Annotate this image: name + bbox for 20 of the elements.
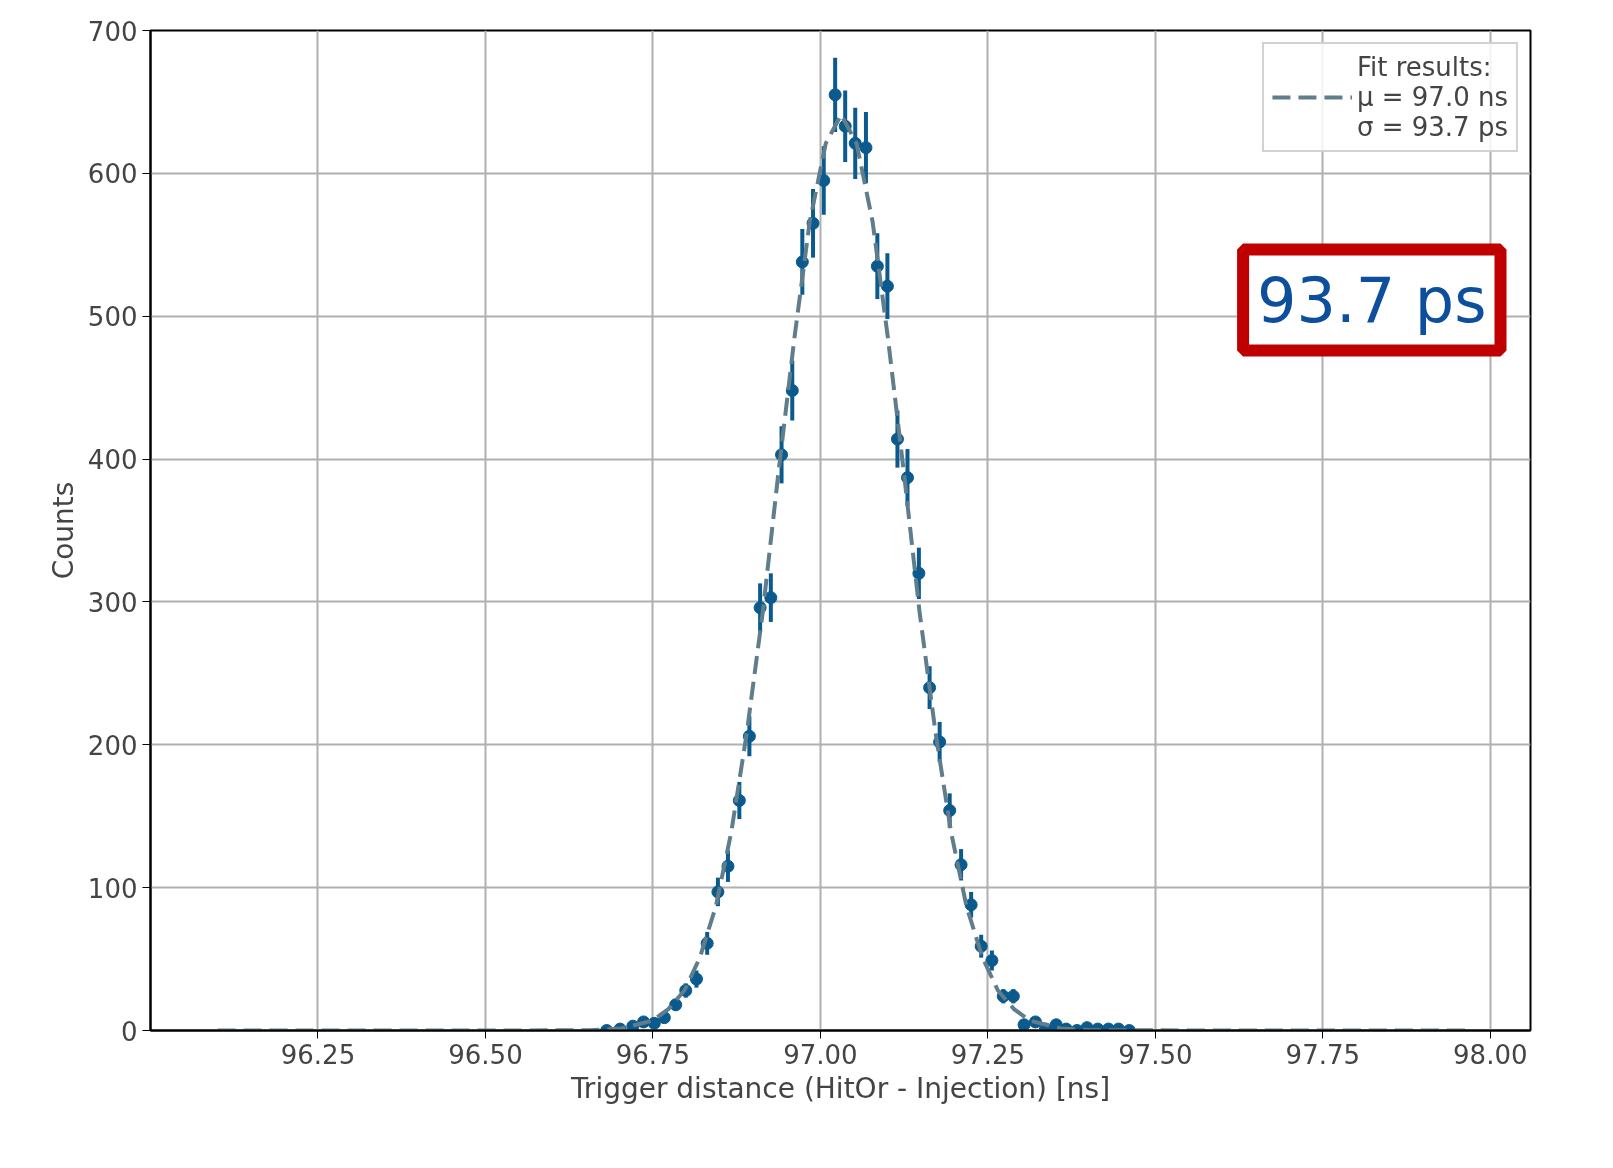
legend-label: Fit results: μ = 97.0 ns σ = 93.7 ps — [1356, 52, 1508, 142]
y-tick-label: 700 — [87, 16, 138, 47]
annotation: 93.7 ps — [1257, 263, 1487, 337]
x-tick-label: 96.50 — [448, 1039, 523, 1070]
y-tick-label: 500 — [87, 302, 138, 333]
x-tick-label: 96.75 — [615, 1039, 691, 1070]
y-tick-label: 600 — [87, 159, 138, 190]
x-tick-label: 97.00 — [783, 1039, 858, 1070]
x-tick-label: 96.25 — [280, 1039, 356, 1070]
x-tick-label: 97.25 — [950, 1039, 1026, 1070]
y-tick-label: 400 — [87, 445, 138, 476]
x-tick-label: 97.75 — [1285, 1039, 1361, 1070]
y-tick-label: 100 — [87, 873, 138, 904]
y-tick-label: 300 — [87, 587, 138, 618]
x-tick-label: 97.50 — [1118, 1039, 1193, 1070]
y-axis-title: Counts — [46, 481, 80, 580]
x-axis-title: Trigger distance (HitOr - Injection) [ns] — [569, 1071, 1111, 1105]
y-tick-label: 200 — [87, 730, 138, 761]
x-tick-label: 98.00 — [1453, 1039, 1528, 1070]
y-tick-label: 0 — [120, 1016, 138, 1047]
